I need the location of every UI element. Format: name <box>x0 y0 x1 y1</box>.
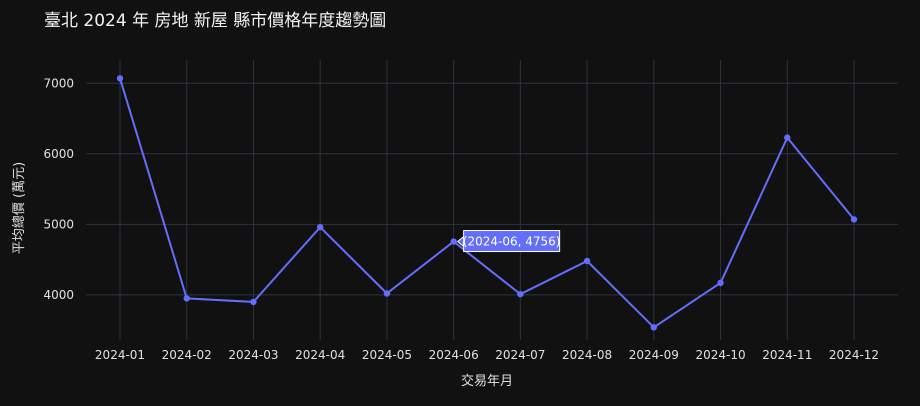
data-point[interactable] <box>650 324 658 331</box>
x-tick-label: 2024-11 <box>762 348 812 362</box>
series-layer <box>119 78 855 329</box>
data-point[interactable] <box>784 134 791 141</box>
x-tick-label: 2024-03 <box>228 348 278 362</box>
x-tick-label: 2024-08 <box>562 348 612 362</box>
y-axis-ticks: 4000 5000 6000 7000 <box>43 76 74 302</box>
x-tick-label: 2024-01 <box>95 348 145 362</box>
x-tick-label: 2024-06 <box>429 348 479 362</box>
data-point[interactable] <box>116 75 124 82</box>
data-point[interactable] <box>183 295 190 302</box>
data-point[interactable] <box>717 279 724 287</box>
y-tick-label: 6000 <box>43 147 74 161</box>
x-tick-label: 2024-09 <box>629 348 679 362</box>
data-point[interactable] <box>450 238 457 245</box>
x-tick-label: 2024-04 <box>295 348 345 362</box>
x-axis-label: 交易年月 <box>461 373 513 389</box>
hover-tooltip: (2024-06, 4756) <box>456 230 561 253</box>
tooltip-box <box>463 230 561 253</box>
x-tick-label: 2024-02 <box>162 348 212 362</box>
x-axis-ticks: 2024-01 2024-02 2024-03 2024-04 2024-05 2024-… <box>95 348 879 362</box>
series-line <box>119 78 855 329</box>
data-point[interactable] <box>517 290 524 298</box>
y-tick-label: 4000 <box>43 288 74 302</box>
points-layer <box>116 75 858 331</box>
grid <box>86 60 898 340</box>
y-tick-label: 7000 <box>43 76 74 90</box>
data-point[interactable] <box>250 298 257 306</box>
y-axis-label: 平均總價 (萬元) <box>11 162 27 254</box>
x-tick-label: 2024-12 <box>829 348 879 362</box>
x-tick-label: 2024-10 <box>695 348 745 362</box>
x-tick-label: 2024-05 <box>362 348 412 362</box>
chart-title: 臺北 2024 年 房地 新屋 縣市價格年度趨勢圖 <box>44 11 386 31</box>
data-point[interactable] <box>850 216 858 223</box>
data-point[interactable] <box>583 257 591 265</box>
data-point[interactable] <box>383 290 391 297</box>
x-tick-label: 2024-07 <box>495 348 545 362</box>
y-tick-label: 5000 <box>43 217 74 231</box>
tooltip-text: (2024-06, 4756) <box>463 235 561 249</box>
data-point[interactable] <box>316 223 324 231</box>
